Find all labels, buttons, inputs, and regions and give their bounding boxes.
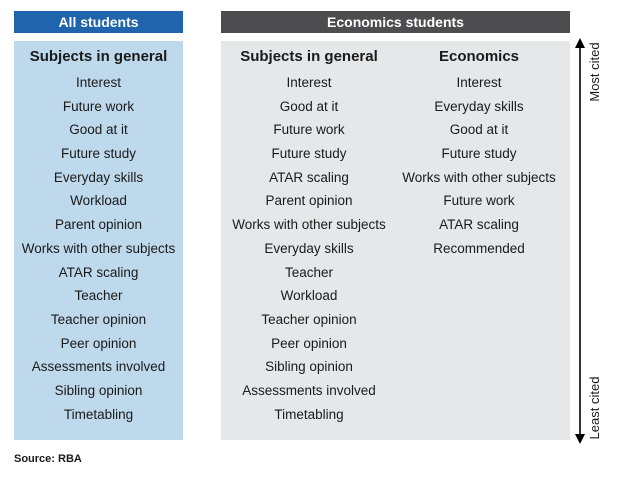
list-item: Parent opinion — [54, 217, 143, 233]
list-item: Assessments involved — [31, 359, 166, 375]
list-item: Good at it — [69, 122, 128, 138]
list-item: Teacher — [74, 288, 123, 304]
list-item: Everyday skills — [434, 98, 524, 114]
economics-students-subjects-column: Subjects in general Interest Good at it Fu… — [228, 41, 390, 426]
list-item: Good at it — [279, 98, 339, 114]
list-item: Assessments involved — [242, 382, 376, 398]
list-item: Teacher — [284, 264, 334, 280]
list-item: Everyday skills — [264, 240, 354, 256]
economics-students-economics-column: Economics Interest Everyday skills Good at… — [398, 41, 560, 261]
list-item: Teacher opinion — [261, 311, 357, 327]
most-cited-label: Most cited — [587, 42, 602, 102]
list-item: Peer opinion — [271, 335, 347, 351]
list-item: Recommended — [433, 240, 525, 256]
least-cited-label: Least cited — [587, 376, 602, 440]
list-item: ATAR scaling — [58, 264, 139, 280]
list-item: Parent opinion — [265, 193, 353, 209]
list-item: Sibling opinion — [265, 359, 353, 375]
list-item: Future study — [441, 146, 517, 162]
list-item: ATAR scaling — [269, 169, 349, 185]
ranking-arrow — [575, 38, 585, 444]
column-title: Subjects in general — [29, 48, 168, 65]
list-item: Future study — [60, 146, 137, 162]
list-item: Interest — [456, 75, 502, 90]
list-item: Workload — [280, 288, 338, 304]
list-item: Workload — [70, 193, 127, 209]
economics-students-panel — [221, 41, 570, 440]
all-students-panel — [14, 41, 183, 440]
list-item: Works with other subjects — [21, 240, 176, 256]
list-item: Interest — [75, 75, 122, 90]
all-students-header: All students — [14, 11, 183, 33]
list-item: Good at it — [449, 122, 509, 138]
list-item: Works with other subjects — [232, 217, 386, 233]
column-title: Economics — [438, 48, 520, 65]
all-students-subjects-column: Subjects in general Interest Future work G… — [14, 41, 183, 426]
column-title: Subjects in general — [240, 48, 378, 65]
list-item: Future work — [273, 122, 345, 138]
list-item: Timetabling — [274, 406, 344, 422]
list-item: Future work — [62, 98, 135, 114]
economics-students-header: Economics students — [221, 11, 570, 33]
list-item: ATAR scaling — [439, 217, 519, 233]
list-item: Peer opinion — [60, 335, 137, 351]
list-item: Future study — [271, 146, 347, 162]
list-item: Interest — [286, 75, 332, 90]
source-note: Source: RBA — [14, 453, 82, 465]
list-item: Everyday skills — [53, 169, 144, 185]
list-item: Future work — [443, 193, 515, 209]
list-item: Timetabling — [63, 406, 134, 422]
list-item: Works with other subjects — [402, 169, 556, 185]
list-item: Teacher opinion — [50, 311, 147, 327]
list-item: Sibling opinion — [54, 382, 143, 398]
